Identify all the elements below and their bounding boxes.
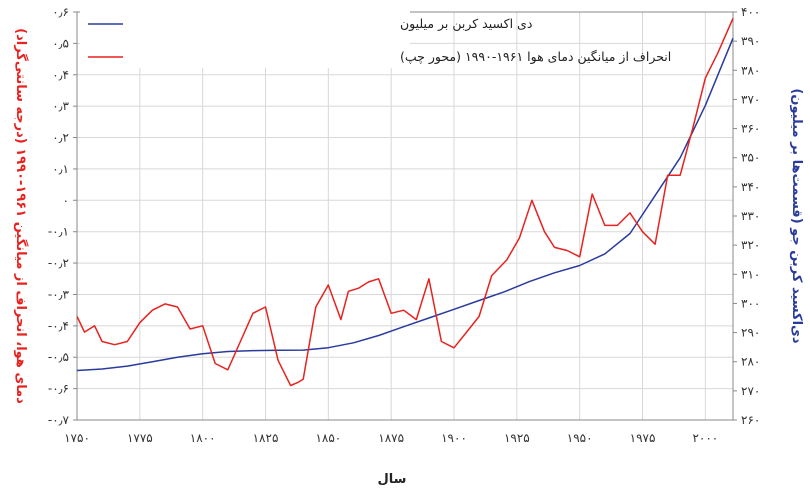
y-left-axis-title: دمای هوا، انحراف از میانگین ۱۹۶۱-۱۹۹۰ (د…	[13, 28, 29, 404]
y-right-tick-label: ۳۲۰	[741, 238, 760, 252]
y-right-axis-ticks: ۲۶۰ ۲۷۰ ۲۸۰ ۲۹۰ ۳۰۰ ۳۱۰ ۳۲۰ ۳۳۰ ۳۴۰ ۳۵۰ ۳۶۰ ۳۷۰ ۳۸۰ ۳…	[733, 5, 760, 427]
y-left-tick-label: ۰	[63, 193, 69, 207]
x-tick-label: ۱۹۷۵	[630, 431, 656, 445]
legend-label-co2: دی اکسید کربن بر میلیون	[400, 16, 532, 32]
series-lines	[76, 17, 734, 387]
x-tick-label: ۱۷۷۵	[127, 431, 153, 445]
y-left-tick-label: -۰٫۴	[48, 319, 69, 333]
y-left-tick-label: -۰٫۳	[48, 287, 70, 301]
y-right-tick-label: ۳۹۰	[741, 34, 760, 48]
x-tick-label: ۱۸۷۵	[378, 431, 404, 445]
y-right-tick-label: ۳۳۰	[741, 209, 760, 223]
x-tick-label: ۱۷۵۰	[64, 431, 90, 445]
y-right-tick-label: ۳۸۰	[741, 63, 760, 77]
y-right-tick-label: ۳۵۰	[741, 151, 760, 165]
legend-label-temp: انحراف از میانگین دمای هوا ۱۹۶۱-۱۹۹۰ (مح…	[400, 49, 671, 65]
legend-box	[80, 10, 410, 68]
y-left-axis-ticks: -۰٫۷ -۰٫۶ -۰٫۵ -۰٫۴ -۰٫۳ -۰٫۲ -۰٫۱ ۰ ۰٫۱ ۰٫۲ ۰٫۳ ۰٫…	[48, 5, 77, 427]
y-right-tick-label: ۳۱۰	[741, 267, 760, 281]
grid-lines	[76, 11, 733, 421]
y-left-tick-label: -۰٫۱	[48, 225, 69, 239]
series-line-temp	[76, 17, 734, 387]
y-right-tick-label: ۳۶۰	[741, 122, 760, 136]
x-tick-label: ۱۹۰۰	[441, 431, 467, 445]
x-axis-title: سال	[378, 472, 407, 487]
y-left-tick-label: -۰٫۷	[48, 413, 70, 427]
y-left-tick-label: ۰٫۱	[52, 162, 69, 176]
legend: دی اکسید کربن بر میلیون انحراف از میانگی…	[80, 10, 671, 68]
x-axis-ticks: ۱۷۵۰ ۱۷۷۵ ۱۸۰۰ ۱۸۲۵ ۱۸۵۰ ۱۸۷۵ ۱۹۰۰ ۱۹۲۵ ۱۹۵۰ ۱۹۷۵…	[64, 431, 718, 445]
x-tick-label: ۱۸۰۰	[190, 431, 216, 445]
y-right-tick-label: ۲۸۰	[741, 355, 760, 369]
series-line-co2	[76, 37, 734, 372]
x-tick-label: ۱۹۵۰	[567, 431, 593, 445]
plot-frame	[76, 11, 734, 421]
y-left-tick-label: -۰٫۲	[48, 256, 69, 270]
y-left-tick-label: ۰٫۳	[52, 99, 69, 113]
y-right-tick-label: ۲۷۰	[741, 384, 760, 398]
y-right-tick-label: ۲۹۰	[741, 326, 760, 340]
x-tick-label: ۱۸۵۰	[315, 431, 341, 445]
y-left-tick-label: ۰٫۴	[52, 68, 69, 82]
x-tick-label: ۲۰۰۰	[692, 431, 718, 445]
x-tick-label: ۱۸۲۵	[253, 431, 279, 445]
y-right-tick-label: ۲۶۰	[741, 413, 760, 427]
y-left-tick-label: ۰٫۵	[52, 36, 69, 50]
y-left-tick-label: -۰٫۵	[48, 350, 69, 364]
y-left-tick-label: -۰٫۶	[48, 382, 69, 396]
y-right-tick-label: ۳۰۰	[741, 296, 760, 310]
y-left-tick-label: ۰٫۶	[52, 5, 69, 19]
y-right-tick-label: ۳۷۰	[741, 92, 760, 106]
x-tick-label: ۱۹۲۵	[504, 431, 530, 445]
y-right-tick-label: ۴۰۰	[741, 5, 760, 19]
y-right-tick-label: ۳۴۰	[741, 180, 760, 194]
y-left-tick-label: ۰٫۲	[52, 131, 69, 145]
y-right-axis-title: دی‌اکسید کربن جو (قسمت‌ها بر میلیون)	[789, 88, 804, 344]
